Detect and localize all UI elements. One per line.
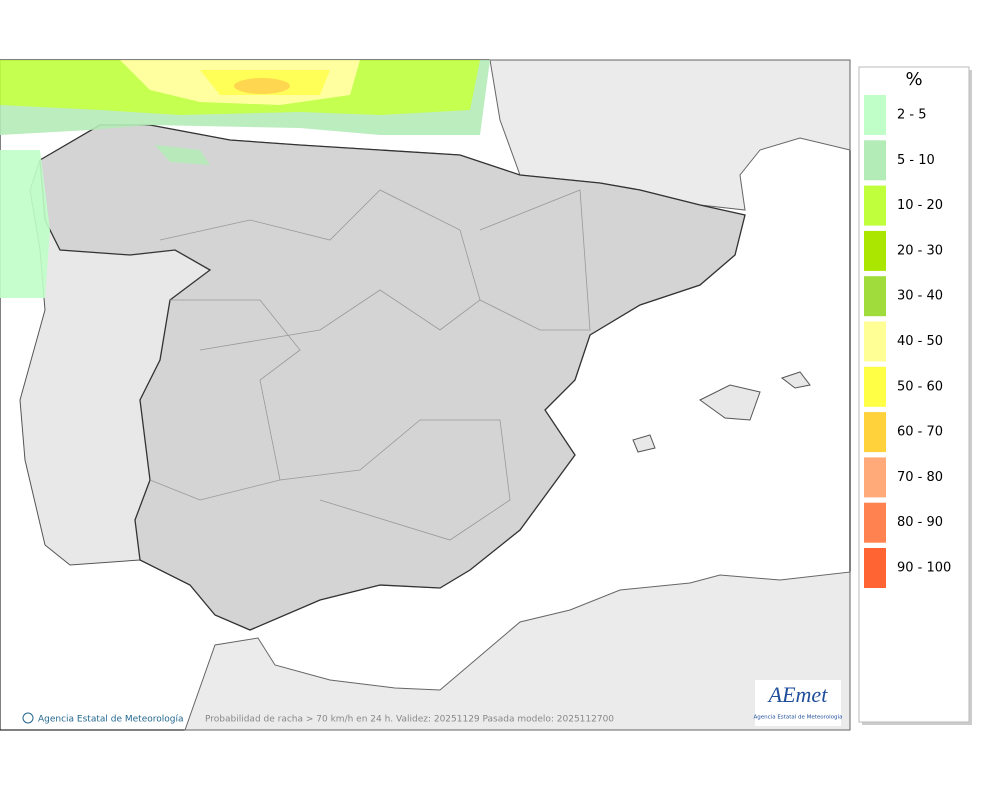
- legend-swatch: [864, 457, 886, 498]
- legend-swatch: [864, 366, 886, 407]
- africa: [184, 571, 851, 731]
- legend: % 2 - 5 5 - 10 10 - 20 20 - 30 30 - 40 40 - 5…: [858, 66, 972, 725]
- legend-label: 10 - 20: [897, 198, 943, 213]
- copyright-icon: [22, 712, 34, 724]
- copyright-text: Agencia Estatal de Meteorología: [38, 715, 184, 725]
- legend-label: 70 - 80: [897, 470, 943, 485]
- legend-label: 20 - 30: [897, 243, 943, 258]
- legend-label: 40 - 50: [897, 334, 943, 349]
- mallorca: [699, 384, 761, 421]
- legend-swatch: [864, 276, 886, 317]
- legend-label: 30 - 40: [897, 289, 943, 304]
- legend-swatch: [864, 140, 886, 181]
- legend-label: 60 - 70: [897, 425, 943, 440]
- map: Agencia Estatal de Meteorología Probabil…: [0, 59, 851, 731]
- legend-swatch: [864, 230, 886, 271]
- legend-swatch: [864, 185, 886, 226]
- legend-swatch: [864, 548, 886, 588]
- legend-swatch: [864, 412, 886, 453]
- legend-label: 80 - 90: [897, 515, 943, 530]
- legend-label: 5 - 10: [897, 153, 935, 168]
- legend-label: 50 - 60: [897, 379, 943, 394]
- legend-swatch: [864, 321, 886, 362]
- legend-swatch: [864, 502, 886, 543]
- map-caption: Probabilidad de racha > 70 km/h en 24 h.…: [205, 715, 614, 725]
- spain: [39, 124, 746, 631]
- regions: [149, 189, 591, 541]
- menorca: [780, 371, 811, 389]
- logo-name: AEmet: [767, 682, 829, 707]
- ibiza: [632, 434, 656, 453]
- probability-field: [0, 60, 490, 298]
- legend-swatch: [864, 95, 886, 135]
- legend-label: 2 - 5: [897, 108, 927, 123]
- logo-subtitle: Agencia Estatal de Meteorología: [754, 714, 843, 721]
- legend-title: %: [905, 69, 922, 90]
- logo-box: [755, 680, 841, 726]
- legend-label: 90 - 100: [897, 561, 951, 576]
